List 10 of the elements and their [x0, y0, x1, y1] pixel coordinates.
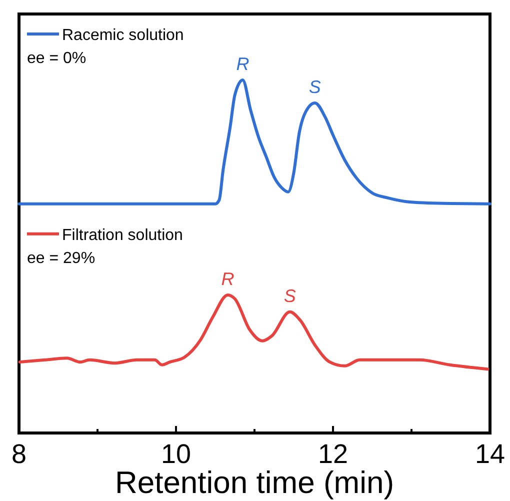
annotation: S: [284, 286, 296, 306]
legend-label: Filtration solution: [62, 226, 183, 244]
annotation: R: [236, 54, 250, 74]
annotation: S: [308, 76, 321, 97]
x-tick-label: 8: [11, 439, 27, 469]
annotation: R: [221, 268, 234, 289]
x-tick-label: 14: [474, 439, 506, 469]
legend-label: Racemic solution: [62, 27, 184, 44]
annotation: ee = 29%: [27, 250, 96, 267]
text: ee = 0%: [27, 50, 86, 67]
